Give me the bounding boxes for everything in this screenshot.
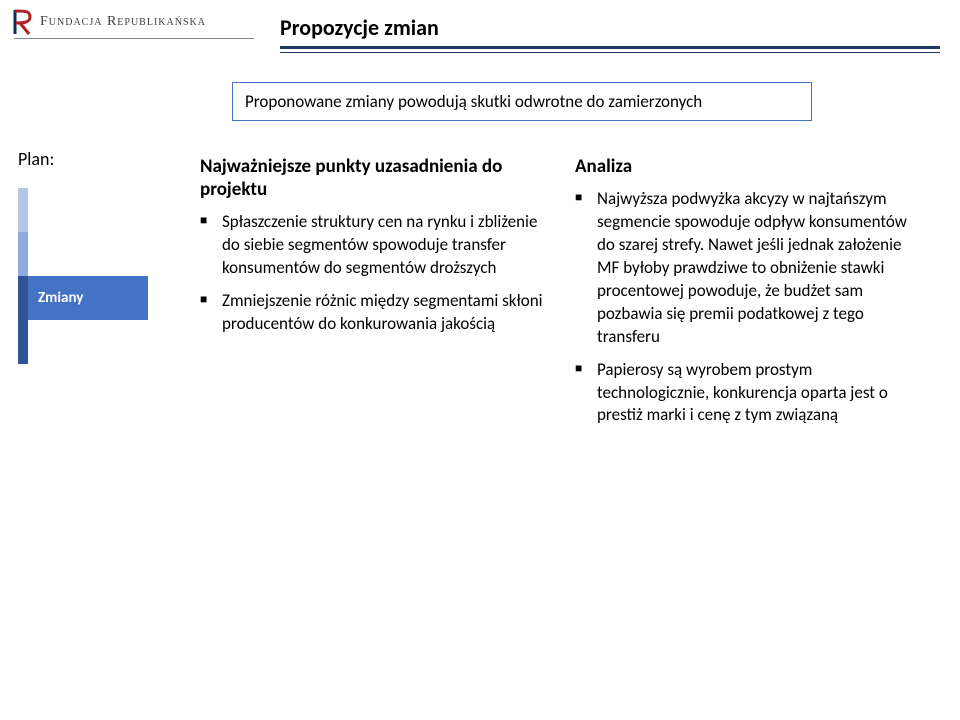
section-title: Propozycje zmian [280, 14, 439, 41]
slide: Fundacja Republikańska Propozycje zmian … [0, 0, 960, 720]
title-bar-thick [280, 46, 940, 49]
list-item: Spłaszczenie struktury cen na rynku i zb… [200, 211, 545, 280]
list-item: Papierosy są wyrobem prostym technologic… [575, 359, 920, 428]
org-name: Fundacja Republikańska [40, 14, 206, 30]
left-heading: Najważniejsze punkty uzasadnienia do pro… [200, 155, 545, 201]
list-item: Najwyższa podwyżka akcyzy w najtańszym s… [575, 188, 920, 349]
rail-cell [18, 320, 148, 364]
rail-active-label: Zmiany [38, 289, 83, 307]
header-underline [14, 38, 254, 39]
rail-cell-active: Zmiany [18, 276, 148, 320]
callout-box: Proponowane zmiany powodują skutki odwro… [232, 82, 812, 121]
rail-cell [18, 188, 148, 232]
logo-mark-icon [12, 8, 34, 36]
rail-group: Zmiany [18, 188, 148, 364]
org-logo: Fundacja Republikańska [12, 8, 206, 36]
callout-text: Proponowane zmiany powodują skutki odwro… [245, 91, 702, 112]
rail-cell [18, 232, 148, 276]
list-item: Zmniejszenie różnic między segmentami sk… [200, 290, 545, 336]
right-column: Analiza Najwyższa podwyżka akcyzy w najt… [575, 155, 920, 437]
left-column: Najważniejsze punkty uzasadnienia do pro… [200, 155, 545, 437]
right-heading: Analiza [575, 155, 920, 178]
content-columns: Najważniejsze punkty uzasadnienia do pro… [200, 155, 920, 437]
title-bar-thin [280, 52, 940, 53]
rail-label: Plan: [18, 148, 54, 170]
left-list: Spłaszczenie struktury cen na rynku i zb… [200, 211, 545, 336]
right-list: Najwyższa podwyżka akcyzy w najtańszym s… [575, 188, 920, 427]
